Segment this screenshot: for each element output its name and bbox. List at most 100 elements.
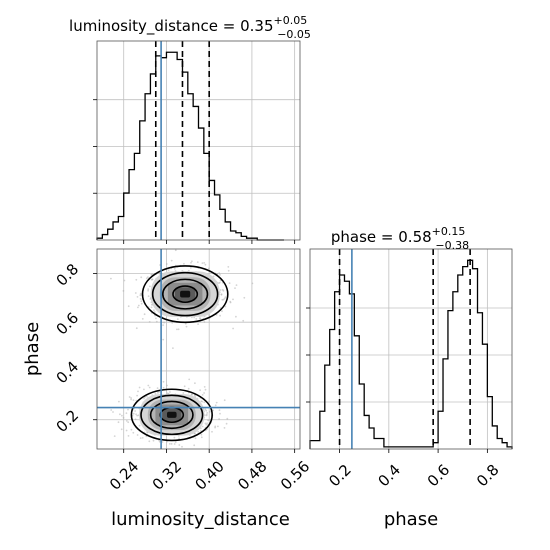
sample-point <box>136 296 139 298</box>
sample-point <box>197 430 200 433</box>
sample-point <box>130 398 133 401</box>
sample-point <box>141 437 144 439</box>
sample-point <box>195 318 198 320</box>
sample-point <box>181 445 183 448</box>
contour-1-1 <box>149 400 194 430</box>
title-phase-minus: −0.38 <box>435 239 469 252</box>
sample-point <box>234 287 236 289</box>
sample-point <box>205 414 208 417</box>
sample-point <box>143 397 145 400</box>
sample-point <box>205 409 208 412</box>
sample-point <box>125 412 128 415</box>
sample-point <box>223 427 226 429</box>
x-axis-label-luminosity-distance: luminosity_distance <box>111 509 290 530</box>
sample-point <box>206 412 209 414</box>
sample-point <box>135 413 138 416</box>
sample-point <box>157 392 159 394</box>
sample-point <box>209 410 211 413</box>
sample-point <box>127 305 130 308</box>
title-luminosity-distance-plus: +0.05 <box>274 14 308 27</box>
sample-point <box>227 269 230 272</box>
sample-point <box>208 267 210 270</box>
sample-point <box>199 389 202 392</box>
sample-point <box>154 392 157 395</box>
title-luminosity-distance-minus: −0.05 <box>277 28 311 41</box>
sample-point <box>219 289 222 291</box>
sample-point <box>166 384 168 387</box>
sample-point <box>176 318 179 320</box>
sample-point <box>135 278 138 281</box>
contour-0-3 <box>141 265 229 324</box>
sample-point <box>208 314 211 316</box>
sample-point <box>162 380 165 383</box>
sample-point <box>136 434 139 436</box>
sample-point <box>121 414 123 417</box>
sample-point <box>134 410 137 412</box>
contour-1-2 <box>140 394 204 436</box>
sample-point <box>191 393 193 396</box>
sample-point <box>132 399 135 401</box>
sample-point <box>222 289 225 292</box>
sample-point <box>190 261 192 264</box>
sample-point <box>203 321 206 323</box>
y-tick-label-phase-3: 0.8 <box>53 260 83 290</box>
sample-point <box>235 284 238 286</box>
y-tick-label-phase-2: 0.6 <box>53 309 83 339</box>
sample-point <box>140 300 143 303</box>
sample-point <box>206 419 209 421</box>
title-luminosity-distance: luminosity_distance = 0.35+0.05 −0.05 <box>69 14 311 41</box>
sample-point <box>162 321 165 324</box>
sample-point <box>220 293 223 296</box>
x-tick-label-ld-3: 0.48 <box>234 457 270 493</box>
sample-point <box>122 290 125 292</box>
sample-point <box>232 327 235 330</box>
sample-point <box>139 292 142 295</box>
sample-point <box>138 386 141 389</box>
sample-point <box>204 408 207 411</box>
x-tick-label-ld-2: 0.40 <box>191 457 227 493</box>
sample-point <box>211 430 213 433</box>
sample-point <box>153 309 155 312</box>
sample-point <box>113 435 116 437</box>
sample-point <box>162 324 165 326</box>
sample-point <box>128 396 131 398</box>
sample-point <box>199 317 202 320</box>
sample-point <box>158 272 161 275</box>
sample-point <box>137 306 139 309</box>
sample-point <box>162 387 165 389</box>
sample-point <box>149 285 151 288</box>
sample-point <box>221 298 224 301</box>
sample-point <box>228 282 231 284</box>
title-phase-main: phase = 0.58 <box>331 228 432 246</box>
sample-point <box>140 302 143 305</box>
sample-point <box>169 391 171 393</box>
sample-point <box>167 269 170 272</box>
sample-point <box>134 292 137 294</box>
sample-point <box>136 414 139 417</box>
sample-point <box>182 392 185 394</box>
sample-point <box>161 441 164 443</box>
sample-point <box>172 347 174 349</box>
sample-point <box>120 428 123 431</box>
sample-point <box>218 409 221 411</box>
sample-point <box>218 272 221 275</box>
sample-point <box>139 437 142 439</box>
sample-point <box>173 436 176 439</box>
sample-point <box>200 436 203 439</box>
sample-point <box>132 412 135 415</box>
sample-point <box>251 282 254 285</box>
sample-point <box>143 388 145 391</box>
sample-point <box>152 439 155 442</box>
sample-point <box>215 401 218 404</box>
sample-point <box>141 318 144 320</box>
sample-point <box>208 400 211 403</box>
contour-0-2 <box>151 271 219 317</box>
sample-point <box>203 392 206 394</box>
sample-point <box>189 267 192 269</box>
sample-point <box>224 305 227 308</box>
sample-point <box>177 328 180 331</box>
sample-point <box>148 386 151 389</box>
sample-point <box>155 320 158 323</box>
x-tick-label-phase-1: 0.4 <box>374 461 404 491</box>
